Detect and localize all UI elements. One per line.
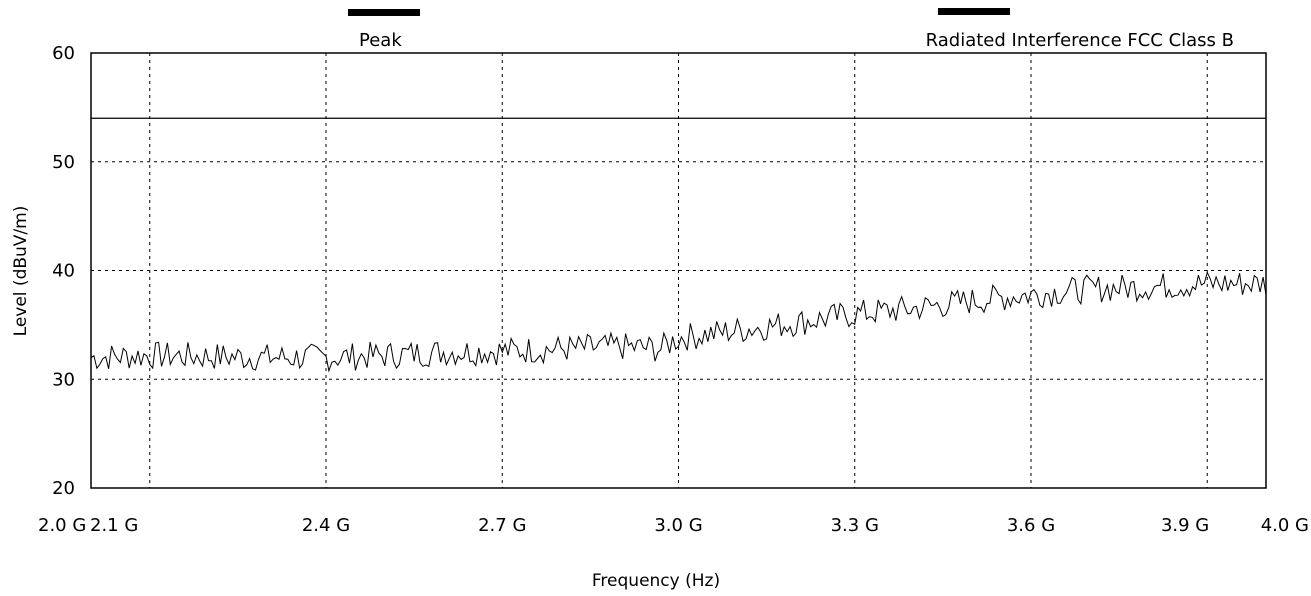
x-tick-label: 2.4 G <box>302 515 350 536</box>
y-tick-label: 50 <box>52 152 75 173</box>
legend-peak-label: Peak <box>359 30 402 51</box>
y-tick-label: 40 <box>52 261 75 282</box>
y-tick-label: 30 <box>52 369 75 390</box>
legend-limit-label: Radiated Interference FCC Class B <box>926 30 1234 51</box>
y-tick-label: 60 <box>52 43 75 64</box>
x-tick-label: 2.1 G <box>90 515 138 536</box>
x-tick-label: 4.0 G <box>1261 515 1309 536</box>
x-tick-label: 3.6 G <box>1007 515 1055 536</box>
x-axis-label: Frequency (Hz) <box>592 571 720 591</box>
y-axis-label: Level (dBuV/m) <box>11 206 31 337</box>
x-axis-ticks: 2.0 G 2.1 G 2.4 G 2.7 G 3.0 G 3.3 G 3.6 G 3.9 G… <box>38 515 1309 536</box>
x-tick-label: 3.3 G <box>831 515 879 536</box>
x-tick-label: 3.0 G <box>654 515 702 536</box>
legend: Peak Radiated Interference FCC Class B <box>348 8 1234 51</box>
grid-lines <box>91 53 1266 488</box>
x-tick-label: 3.9 G <box>1161 515 1209 536</box>
series-layer <box>90 117 1267 373</box>
series-peak-line <box>90 271 1267 373</box>
x-tick-label: 2.7 G <box>478 515 526 536</box>
legend-peak-swatch <box>348 9 420 16</box>
plot-frame <box>90 52 1267 489</box>
x-tick-label: 2.0 G <box>38 515 86 536</box>
y-axis-ticks: 20 30 40 50 60 <box>52 43 75 499</box>
legend-limit-swatch <box>938 8 1010 15</box>
y-tick-label: 20 <box>52 478 75 499</box>
